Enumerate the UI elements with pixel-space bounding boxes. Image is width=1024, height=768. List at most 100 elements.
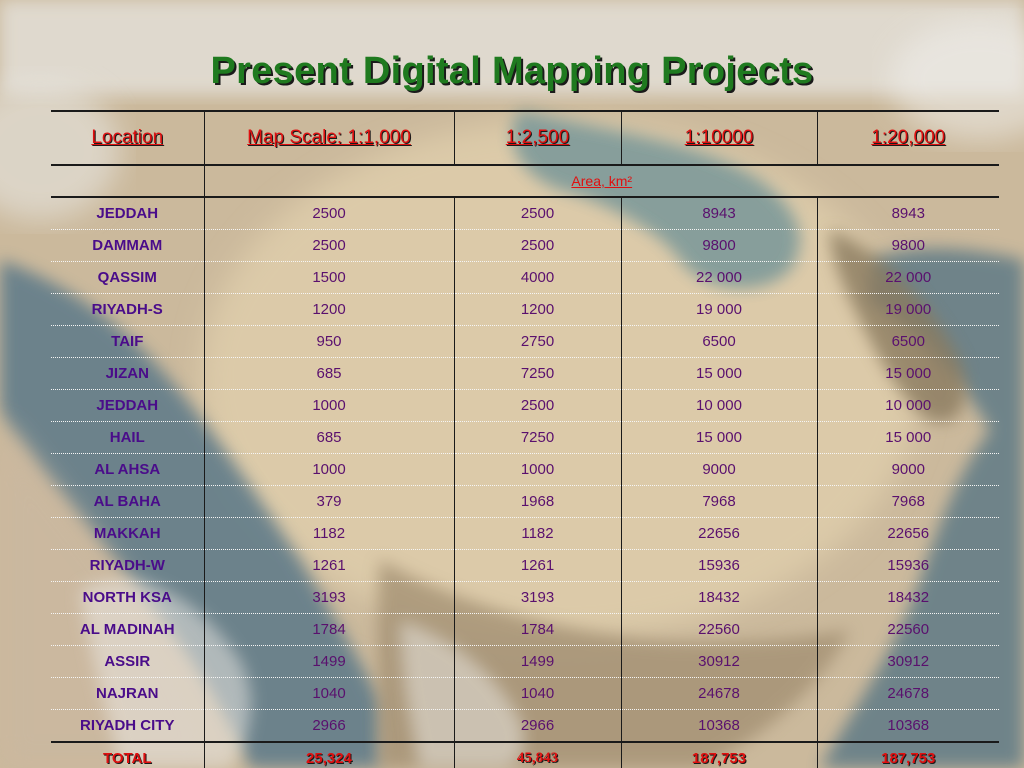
scale-1000-cell: 1000	[203, 453, 455, 486]
scale-2500-cell: 2500	[453, 197, 622, 230]
scale-20000-cell: 9800	[816, 229, 999, 262]
scale-10000-cell: 15936	[620, 549, 818, 582]
header-scale-2500: 1:2,500	[453, 110, 622, 166]
scale-10000-cell: 15 000	[620, 357, 818, 390]
scale-1000-cell: 950	[203, 325, 455, 358]
scale-10000-cell: 22560	[620, 613, 818, 646]
location-cell: JIZAN	[51, 357, 205, 390]
location-cell: RIYADH CITY	[51, 709, 205, 743]
scale-1000-cell: 685	[203, 421, 455, 454]
scale-1000-cell: 1499	[203, 645, 455, 678]
scale-20000-cell: 10 000	[816, 389, 999, 422]
scale-10000-cell: 22 000	[620, 261, 818, 294]
location-cell: AL AHSA	[51, 453, 205, 486]
location-cell: HAIL	[51, 421, 205, 454]
scale-2500-cell: 2500	[453, 229, 622, 262]
table-row: MAKKAH 1182 1182 22656 22656	[51, 517, 999, 550]
scale-20000-cell: 18432	[816, 581, 999, 614]
location-cell: TAIF	[51, 325, 205, 358]
location-cell: RIYADH-S	[51, 293, 205, 326]
table-subheader-row: Area, km²	[51, 165, 999, 198]
scale-20000-cell: 22656	[816, 517, 999, 550]
location-cell: DAMMAM	[51, 229, 205, 262]
scale-20000-cell: 9000	[816, 453, 999, 486]
subheader-empty-cell	[51, 165, 205, 198]
location-cell: JEDDAH	[51, 389, 205, 422]
scale-1000-cell: 1182	[203, 517, 455, 550]
scale-2500-cell: 1040	[453, 677, 622, 710]
scale-1000-cell: 1500	[203, 261, 455, 294]
scale-2500-cell: 1200	[453, 293, 622, 326]
scale-2500-cell: 1968	[453, 485, 622, 518]
header-location: Location	[51, 110, 205, 166]
scale-10000-cell: 24678	[620, 677, 818, 710]
scale-10000-cell: 7968	[620, 485, 818, 518]
scale-20000-cell: 10368	[816, 709, 999, 743]
location-cell: AL BAHA	[51, 485, 205, 518]
scale-10000-cell: 22656	[620, 517, 818, 550]
table-row: AL AHSA 1000 1000 9000 9000	[51, 453, 999, 486]
total-scale-10000: 187,753	[620, 741, 818, 768]
scale-1000-cell: 1784	[203, 613, 455, 646]
total-label: TOTAL	[51, 741, 205, 768]
scale-10000-cell: 18432	[620, 581, 818, 614]
scale-2500-cell: 1784	[453, 613, 622, 646]
table-row: RIYADH CITY 2966 2966 10368 10368	[51, 709, 999, 743]
scale-1000-cell: 379	[203, 485, 455, 518]
total-scale-20000: 187,753	[816, 741, 999, 768]
scale-1000-cell: 1040	[203, 677, 455, 710]
table-row: HAIL 685 7250 15 000 15 000	[51, 421, 999, 454]
scale-1000-cell: 685	[203, 357, 455, 390]
scale-2500-cell: 7250	[453, 421, 622, 454]
total-scale-2500: 45,843	[453, 741, 622, 768]
table-row: NORTH KSA 3193 3193 18432 18432	[51, 581, 999, 614]
scale-20000-cell: 15 000	[816, 421, 999, 454]
scale-10000-cell: 9800	[620, 229, 818, 262]
location-cell: NORTH KSA	[51, 581, 205, 614]
scale-1000-cell: 2966	[203, 709, 455, 743]
table-row: ASSIR 1499 1499 30912 30912	[51, 645, 999, 678]
scale-10000-cell: 9000	[620, 453, 818, 486]
scale-20000-cell: 15 000	[816, 357, 999, 390]
header-scale-20000: 1:20,000	[816, 110, 999, 166]
scale-2500-cell: 2500	[453, 389, 622, 422]
table-total-row: TOTAL 25,324 45,843 187,753 187,753	[51, 741, 999, 768]
table-row: NAJRAN 1040 1040 24678 24678	[51, 677, 999, 710]
scale-20000-cell: 8943	[816, 197, 999, 230]
table-row: AL MADINAH 1784 1784 22560 22560	[51, 613, 999, 646]
scale-1000-cell: 1261	[203, 549, 455, 582]
total-scale-1000: 25,324	[203, 741, 455, 768]
scale-2500-cell: 1499	[453, 645, 622, 678]
scale-1000-cell: 1000	[203, 389, 455, 422]
table-row: JEDDAH 1000 2500 10 000 10 000	[51, 389, 999, 422]
slide-title: Present Digital Mapping Projects	[210, 50, 814, 92]
scale-1000-cell: 1200	[203, 293, 455, 326]
scale-10000-cell: 19 000	[620, 293, 818, 326]
table-row: JEDDAH 2500 2500 8943 8943	[51, 197, 999, 230]
table-row: RIYADH-S 1200 1200 19 000 19 000	[51, 293, 999, 326]
scale-2500-cell: 2966	[453, 709, 622, 743]
scale-2500-cell: 7250	[453, 357, 622, 390]
scale-2500-cell: 2750	[453, 325, 622, 358]
scale-10000-cell: 10 000	[620, 389, 818, 422]
scale-10000-cell: 10368	[620, 709, 818, 743]
table-row: TAIF 950 2750 6500 6500	[51, 325, 999, 358]
scale-20000-cell: 6500	[816, 325, 999, 358]
scale-10000-cell: 8943	[620, 197, 818, 230]
table-row: AL BAHA 379 1968 7968 7968	[51, 485, 999, 518]
scale-2500-cell: 1261	[453, 549, 622, 582]
table-row: JIZAN 685 7250 15 000 15 000	[51, 357, 999, 390]
scale-2500-cell: 4000	[453, 261, 622, 294]
scale-2500-cell: 1000	[453, 453, 622, 486]
location-cell: NAJRAN	[51, 677, 205, 710]
scale-1000-cell: 2500	[203, 197, 455, 230]
scale-20000-cell: 22560	[816, 613, 999, 646]
scale-20000-cell: 15936	[816, 549, 999, 582]
table-row: DAMMAM 2500 2500 9800 9800	[51, 229, 999, 262]
header-scale-10000: 1:10000	[620, 110, 818, 166]
scale-20000-cell: 22 000	[816, 261, 999, 294]
header-scale-1000: Map Scale: 1:1,000	[203, 110, 455, 166]
location-cell: JEDDAH	[51, 197, 205, 230]
location-cell: QASSIM	[51, 261, 205, 294]
location-cell: RIYADH-W	[51, 549, 205, 582]
